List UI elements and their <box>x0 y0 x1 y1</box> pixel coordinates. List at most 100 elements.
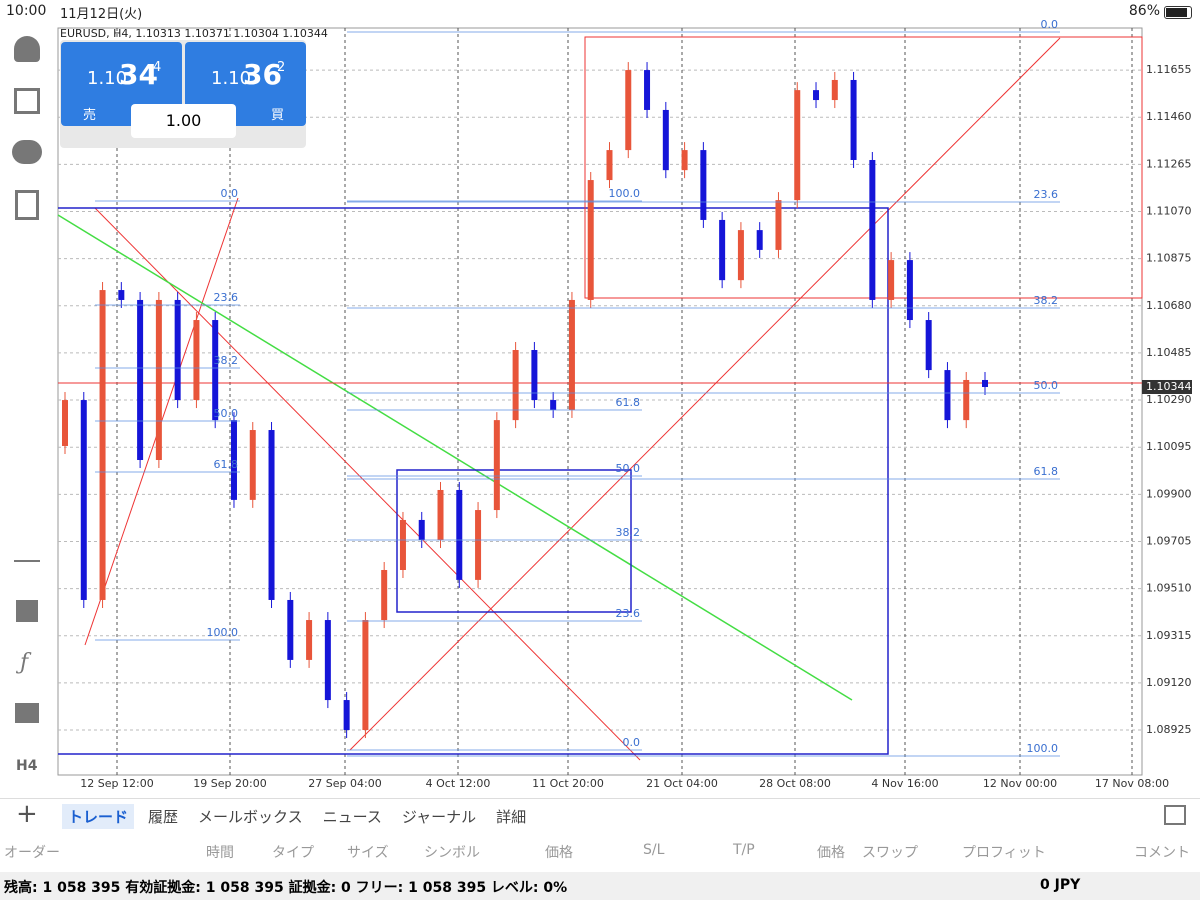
candle-body <box>531 350 538 401</box>
y-tick-label: 1.09510 <box>1146 582 1192 595</box>
fib-label: 23.6 <box>1034 188 1059 201</box>
tab-bar: + トレード 履歴 メールボックス ニュース ジャーナル 詳細 <box>0 798 1200 833</box>
status-bar: 10:00 11月12日(火) 86% <box>0 0 1200 24</box>
candle-body <box>62 400 68 446</box>
candle-body <box>644 70 651 110</box>
candle-body <box>249 430 256 500</box>
fib-label: 23.6 <box>616 607 641 620</box>
trend-line <box>94 207 641 761</box>
symbol-info: EURUSD, H4, 1.10313 1.10371 1.10304 1.10… <box>60 27 328 40</box>
buy-pips: 36 <box>243 58 282 91</box>
fib-label: 0.0 <box>221 187 239 200</box>
column-header: オーダー 時間 タイプ サイズ シンボル 価格 S/L T/P 価格 スワップ プロフィット コメント <box>0 840 1200 862</box>
x-tick-label: 12 Sep 12:00 <box>80 777 153 790</box>
candle-body <box>212 320 219 421</box>
y-tick-label: 1.11070 <box>1146 204 1192 217</box>
y-tick-label: 1.11460 <box>1146 110 1192 123</box>
current-price-label: 1.10344 <box>1146 380 1192 393</box>
x-tick-label: 17 Nov 08:00 <box>1095 777 1169 790</box>
time: 10:00 <box>6 3 47 19</box>
fib-label: 50.0 <box>1034 379 1059 392</box>
x-tick-label: 4 Nov 16:00 <box>871 777 938 790</box>
y-tick-label: 1.10875 <box>1146 252 1192 265</box>
tab[interactable]: 詳細 <box>496 808 527 826</box>
column-title: S/L <box>643 842 665 858</box>
crosshair-icon[interactable] <box>14 560 40 562</box>
candle-body <box>193 320 200 401</box>
y-tick-label: 1.11655 <box>1146 63 1192 76</box>
fib-label: 38.2 <box>1034 294 1059 307</box>
column-title: 価格 <box>545 845 573 861</box>
chat-icon[interactable] <box>12 140 42 164</box>
buy-big: 1.10 <box>211 68 252 89</box>
indicator-icon[interactable] <box>16 600 38 622</box>
layout-icon[interactable] <box>1164 805 1186 825</box>
new-order-icon[interactable] <box>15 190 39 220</box>
tab[interactable]: メールボックス <box>198 808 303 826</box>
y-tick-label: 1.09705 <box>1146 534 1192 547</box>
candle-body <box>587 180 594 300</box>
sell-big: 1.10 <box>87 68 128 89</box>
fib-label: 0.0 <box>1041 18 1059 31</box>
sell-frac: 4 <box>153 60 162 75</box>
candle-body <box>99 290 106 600</box>
candle-body <box>568 299 575 410</box>
price-panel: 1.10 34 4 売 1.10 36 2 買 1.00 <box>60 40 306 148</box>
y-tick-label: 1.08925 <box>1146 723 1192 736</box>
fib-label: 50.0 <box>214 407 239 420</box>
candle-body <box>550 400 557 410</box>
column-title: 時間 <box>206 845 234 861</box>
fib-label: 38.2 <box>214 354 239 367</box>
account-icon[interactable] <box>14 36 40 62</box>
x-tick-label: 4 Oct 12:00 <box>426 777 491 790</box>
candle-body <box>906 260 913 321</box>
candle-body <box>174 299 181 401</box>
objects-icon[interactable] <box>15 703 39 723</box>
candle-body <box>963 379 970 421</box>
fib-label: 50.0 <box>616 462 641 475</box>
x-tick-label: 28 Oct 08:00 <box>759 777 831 790</box>
x-tick-label: 12 Nov 00:00 <box>983 777 1057 790</box>
candle-body <box>493 420 500 511</box>
candle-body <box>831 79 838 101</box>
x-tick-label: 11 Oct 20:00 <box>532 777 604 790</box>
account-bar: 残高: 1 058 395 有効証拠金: 1 058 395 証拠金: 0 フリ… <box>0 872 1200 900</box>
candle-body <box>118 290 125 300</box>
candle-body <box>512 350 519 421</box>
fib-label: 100.0 <box>609 187 641 200</box>
candle-body <box>155 299 162 461</box>
tab[interactable]: トレード <box>62 804 135 829</box>
y-tick-label: 1.09315 <box>1146 629 1192 642</box>
candle-body <box>268 430 275 600</box>
candle-body <box>306 620 313 660</box>
add-button[interactable]: + <box>16 799 38 829</box>
profit: 0 JPY <box>1040 877 1081 893</box>
candle-body <box>719 219 726 281</box>
current-price-box <box>1142 379 1192 394</box>
column-title: 価格 <box>817 845 845 861</box>
sell-button[interactable]: 1.10 34 4 売 <box>61 42 182 126</box>
volume[interactable]: 1.00 <box>131 104 236 138</box>
candle-body <box>324 620 331 701</box>
candle-body <box>700 150 707 220</box>
candle-body <box>756 230 763 250</box>
plot-area <box>57 27 1143 776</box>
candle-body <box>606 150 613 181</box>
tab[interactable]: ニュース <box>322 808 382 826</box>
trade-icon[interactable] <box>14 88 40 114</box>
fib-label: 38.2 <box>616 526 641 539</box>
tab[interactable]: 履歴 <box>148 808 179 826</box>
fib-label: 61.8 <box>214 458 239 471</box>
x-tick-label: 19 Sep 20:00 <box>193 777 266 790</box>
tab[interactable]: ジャーナル <box>401 808 477 826</box>
sell-label: 売 <box>83 108 97 123</box>
function-icon[interactable]: ƒ <box>20 650 29 675</box>
timeframe[interactable]: H4 <box>16 758 38 774</box>
date: 11月12日(火) <box>60 7 143 22</box>
y-tick-label: 1.11265 <box>1146 157 1192 170</box>
x-tick-label: 21 Oct 04:00 <box>646 777 718 790</box>
fib-label: 100.0 <box>207 626 239 639</box>
column-title: T/P <box>733 842 755 858</box>
